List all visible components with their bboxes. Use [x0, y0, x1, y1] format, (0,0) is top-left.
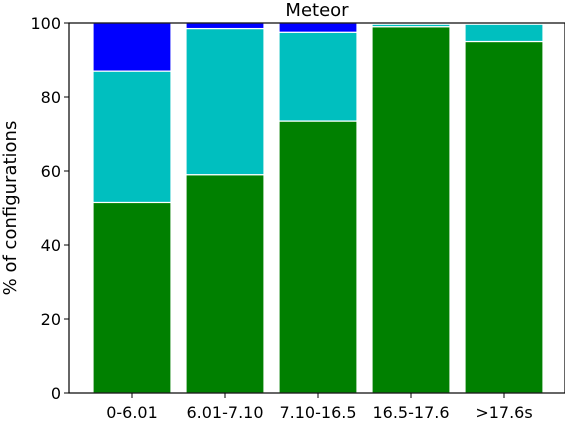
- x-tick-label: 0-6.01: [106, 403, 158, 421]
- bar-segment: [371, 26, 451, 394]
- x-tick-label: 16.5-17.6: [372, 403, 449, 421]
- bars-layer: [92, 22, 544, 394]
- bar-segment: [278, 31, 358, 122]
- y-tick-label: 0: [51, 384, 61, 403]
- y-tick-label: 100: [30, 14, 61, 33]
- bar-segment: [464, 23, 544, 43]
- y-tick-label: 80: [41, 88, 61, 107]
- bar-segment: [185, 27, 265, 176]
- y-tick-label: 40: [41, 236, 61, 255]
- bar-segment: [278, 120, 358, 394]
- x-axis-ticks: 0-6.01 6.01-7.10 7.10-16.5 16.5-17.6 >17.6s: [106, 393, 533, 422]
- bar-segment: [278, 22, 358, 33]
- y-axis-label: % of configurations: [0, 121, 21, 296]
- x-tick-label: 6.01-7.10: [186, 403, 263, 421]
- x-tick-label: 7.10-16.5: [279, 403, 356, 421]
- bar-segment: [92, 22, 172, 72]
- bar-segment: [92, 70, 172, 204]
- chart-title: Meteor: [285, 0, 349, 21]
- y-tick-label: 60: [41, 162, 61, 181]
- plot-frame: [68, 22, 565, 394]
- bar-segment: [185, 174, 265, 394]
- bar-segment: [464, 40, 544, 394]
- x-tick-label: >17.6s: [475, 403, 532, 421]
- bar-segment: [92, 201, 172, 394]
- y-axis-ticks: 0 20 40 60 80 100: [30, 14, 69, 403]
- y-tick-label: 20: [41, 310, 61, 329]
- bar-segment: [185, 22, 265, 30]
